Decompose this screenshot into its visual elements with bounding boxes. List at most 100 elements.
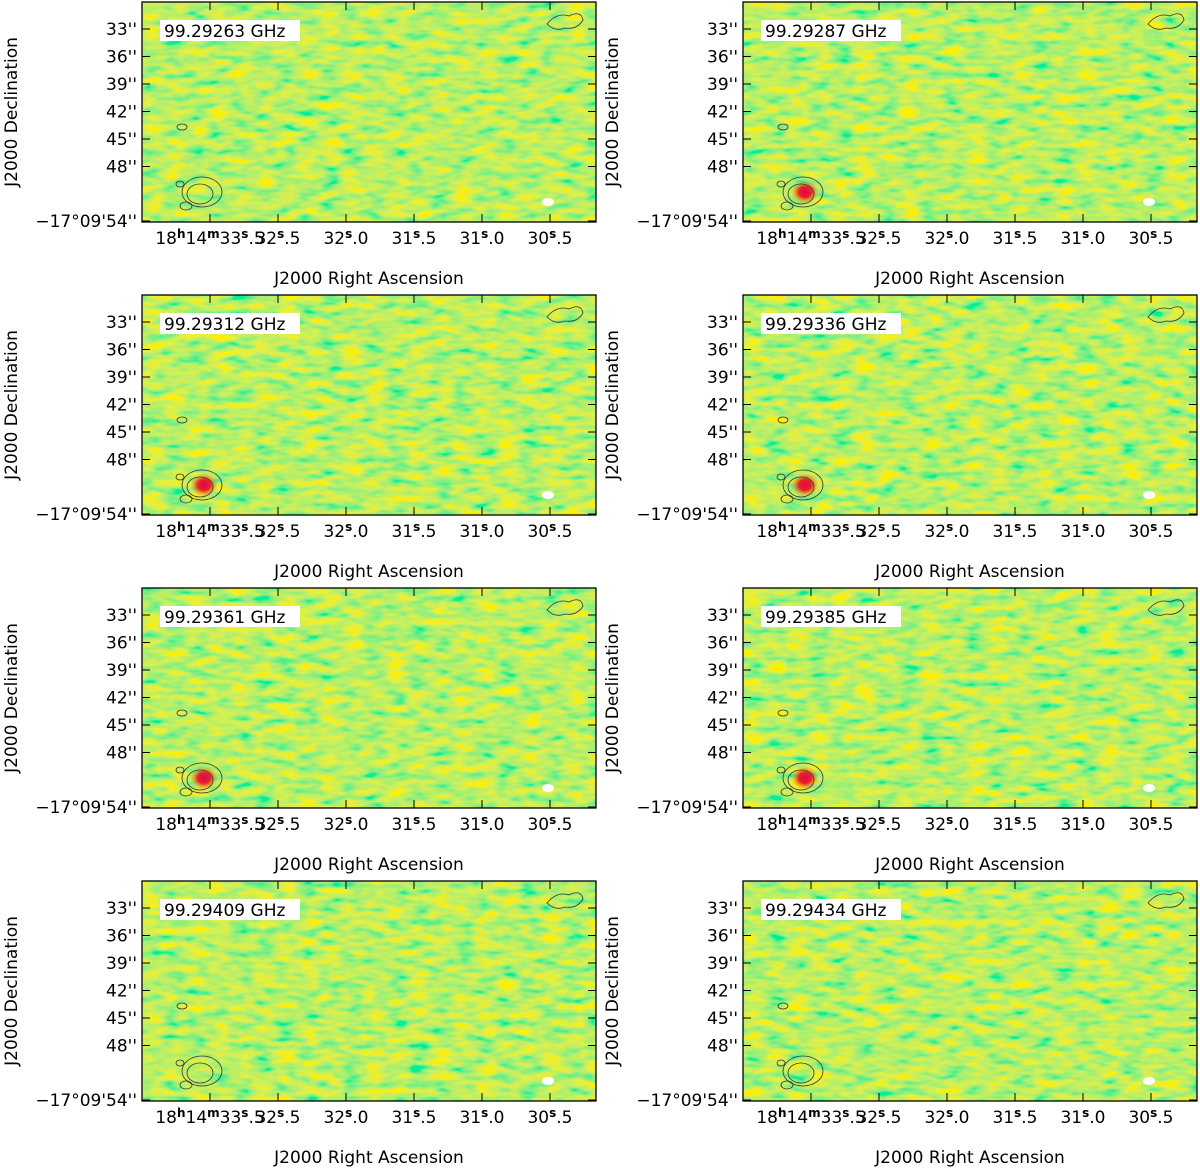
x-tick-part: 14 [787,815,809,835]
contour [175,473,185,481]
y-tick-label: 33'' [707,899,738,919]
contour [176,123,188,131]
x-tick-part: 31 [459,815,481,835]
contour [181,469,223,501]
contour [175,180,185,188]
y-tick-label: 48'' [106,1037,137,1057]
contour [546,306,584,323]
contour [186,769,214,791]
x-tick-part: 30 [527,522,549,542]
y-axis-label: J2000 Declination [2,916,22,1067]
channel-label: 99.29385 GHz [765,608,886,628]
x-tick-part: s [345,813,352,827]
contour [787,476,815,498]
x-tick-part: s [946,520,953,534]
channel-label: 99.29287 GHz [765,22,886,42]
x-tick-part: 30 [1128,229,1150,249]
x-tick-label: 32s.5 [856,813,901,835]
y-tick-label: 42'' [707,396,738,416]
x-tick-part: 33 [821,522,843,542]
x-tick-part: 31 [459,229,481,249]
x-tick-part: 32 [924,229,946,249]
x-tick-part: .5 [556,522,572,542]
x-axis-label: J2000 Right Ascension [874,855,1065,875]
contour [546,599,584,616]
y-tick-label: 45'' [106,130,137,150]
x-tick-part: s [878,1106,885,1120]
x-tick-part: 14 [787,522,809,542]
x-tick-part: s [1150,1106,1157,1120]
x-tick-label: 32s.0 [924,227,969,249]
contour [181,762,223,794]
y-tick-label: 42'' [707,103,738,123]
x-tick-label: 30s.5 [527,813,572,835]
contour [776,180,786,188]
y-tick-label: 36'' [106,341,137,361]
x-tick-part: 31 [391,522,413,542]
x-tick-part: 18 [756,1108,778,1128]
y-axis-label: J2000 Declination [603,330,623,481]
x-tick-part: s [842,227,849,241]
x-tick-part: .0 [953,229,969,249]
x-tick-part: s [1150,520,1157,534]
contour [176,416,188,424]
y-tick-label: 48'' [707,158,738,178]
x-tick-part: s [345,227,352,241]
contour [1147,599,1185,616]
contour [787,1062,815,1084]
x-tick-part: .5 [556,1108,572,1128]
y-tick-label: 33'' [707,606,738,626]
x-tick-part: .5 [556,815,572,835]
y-tick-label: 33'' [106,20,137,40]
contour [777,123,789,131]
x-tick-label: 31s.5 [992,520,1037,542]
x-tick-label: 30s.5 [1128,520,1173,542]
x-tick-part: s [413,520,420,534]
x-tick-part: 31 [1060,815,1082,835]
emission [791,766,819,790]
contour [787,769,815,791]
x-tick-label: 30s.5 [527,520,572,542]
contour [780,201,794,211]
x-tick-part: 33 [220,522,242,542]
y-tick-label: 39'' [106,75,137,95]
x-tick-part: s [277,813,284,827]
x-tick-part: s [413,813,420,827]
beam [1143,198,1155,206]
x-tick-label: 30s.5 [1128,1106,1173,1128]
x-tick-part: .5 [849,229,865,249]
channel-label: 99.29434 GHz [765,901,886,921]
x-tick-part: s [241,1106,248,1120]
x-tick-part: s [241,227,248,241]
x-tick-part: .5 [1021,815,1037,835]
x-tick-label: 31s.0 [1060,520,1105,542]
x-axis-label: J2000 Right Ascension [874,269,1065,289]
x-tick-part: s [345,520,352,534]
contour [179,201,193,211]
x-tick-part: .5 [849,815,865,835]
x-tick-part: s [241,520,248,534]
x-tick-part: 14 [186,522,208,542]
y-axis-label: J2000 Declination [2,623,22,774]
x-tick-part: 18 [155,815,177,835]
y-tick-label: 48'' [707,1037,738,1057]
x-tick-part: .5 [248,522,264,542]
y-tick-label: 36'' [106,634,137,654]
x-tick-part: s [277,227,284,241]
x-tick-label: 18h14m33s.5 [756,1106,865,1128]
x-axis-label: J2000 Right Ascension [874,1148,1065,1168]
x-tick-label: 32s.5 [856,227,901,249]
x-tick-label: 31s.5 [992,813,1037,835]
x-tick-part: 18 [155,1108,177,1128]
contour [179,787,193,797]
contour [179,494,193,504]
x-tick-part: h [177,520,186,534]
x-tick-part: s [878,520,885,534]
contour [186,183,214,205]
x-tick-part: s [878,813,885,827]
contour [186,1062,214,1084]
contour [176,709,188,717]
x-tick-part: .5 [556,229,572,249]
x-tick-part: h [177,813,186,827]
y-tick-label: 39'' [106,368,137,388]
